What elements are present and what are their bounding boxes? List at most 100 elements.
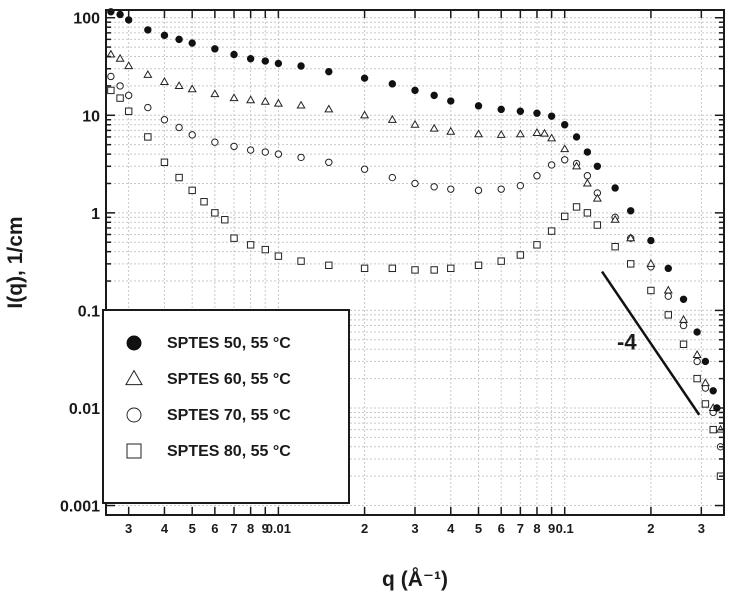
- data-point: [175, 173, 183, 182]
- data-point: [124, 107, 133, 115]
- data-point: [430, 183, 438, 191]
- slope-label: -4: [617, 330, 637, 355]
- data-point: [701, 357, 710, 366]
- data-point: [144, 103, 152, 112]
- x-axis-title: q (Å⁻¹): [382, 567, 448, 591]
- x-tick-label: 7: [517, 521, 524, 536]
- x-tick-label: 5: [189, 521, 196, 536]
- data-point: [430, 91, 438, 100]
- data-point: [211, 45, 219, 53]
- data-point: [663, 285, 673, 294]
- data-point: [297, 153, 305, 162]
- legend-label: SPTES 60, 55 °C: [167, 371, 291, 388]
- x-tick-label: 3: [698, 521, 705, 536]
- y-tick-label: 0.001: [60, 499, 100, 516]
- data-point: [116, 10, 124, 19]
- data-point: [572, 161, 582, 170]
- data-point: [473, 129, 484, 138]
- data-point: [115, 53, 125, 62]
- x-tick-label: 3: [411, 521, 418, 536]
- x-tick-label: 3: [125, 521, 132, 536]
- data-point: [143, 69, 153, 78]
- data-point: [497, 105, 505, 114]
- y-tick-label: 0.1: [78, 303, 100, 320]
- data-point: [646, 259, 656, 267]
- data-point: [533, 172, 541, 180]
- y-tick-label: 0.01: [69, 401, 100, 418]
- data-point: [583, 209, 592, 217]
- data-point: [611, 184, 619, 192]
- data-point: [221, 216, 229, 224]
- data-point: [647, 236, 655, 245]
- x-tick-label: 2: [647, 521, 654, 536]
- data-point: [274, 252, 283, 260]
- data-point: [678, 315, 689, 323]
- data-point: [626, 233, 636, 242]
- x-tick-label: 8: [533, 521, 540, 536]
- data-point: [447, 264, 455, 273]
- data-point: [709, 425, 717, 434]
- data-point: [160, 31, 169, 40]
- data-point: [211, 138, 219, 146]
- data-point: [360, 74, 369, 82]
- data-point: [561, 212, 569, 221]
- data-point: [187, 84, 197, 93]
- data-point: [411, 86, 419, 95]
- data-point: [515, 129, 525, 138]
- data-point: [230, 234, 238, 242]
- data-point: [229, 93, 239, 102]
- data-point: [388, 173, 397, 182]
- data-point: [547, 161, 556, 169]
- x-tick-label: 7: [230, 521, 237, 536]
- data-point: [411, 266, 419, 274]
- data-point: [446, 126, 456, 135]
- data-points: [106, 8, 726, 480]
- data-point: [611, 242, 619, 251]
- data-point: [160, 116, 169, 124]
- data-point: [246, 55, 255, 63]
- x-tick-label: 9: [262, 521, 269, 536]
- data-point: [593, 162, 602, 171]
- legend-marker: [126, 407, 142, 423]
- data-point: [664, 264, 672, 273]
- data-point: [211, 209, 219, 217]
- data-point: [700, 378, 710, 387]
- data-point: [274, 59, 283, 68]
- data-point: [360, 110, 370, 119]
- data-point: [411, 179, 419, 188]
- data-point: [547, 112, 556, 120]
- slope-line: [600, 270, 701, 416]
- data-point: [107, 72, 115, 81]
- data-point: [210, 89, 220, 98]
- data-point: [175, 35, 183, 44]
- data-point: [693, 357, 701, 366]
- x-tick-label: 4: [161, 521, 169, 536]
- x-tick-label: 6: [211, 521, 218, 536]
- data-point: [124, 61, 134, 70]
- data-point: [116, 82, 124, 90]
- data-point: [497, 257, 505, 265]
- data-point: [175, 123, 183, 132]
- legend-label: SPTES 70, 55 °C: [167, 407, 291, 424]
- data-point: [592, 193, 602, 202]
- data-point: [260, 96, 270, 105]
- legend-marker: [126, 335, 142, 351]
- data-point: [325, 67, 333, 76]
- data-point: [516, 181, 525, 190]
- data-point: [664, 311, 672, 319]
- y-axis-title: I(q), 1/cm: [4, 216, 27, 308]
- data-point: [325, 261, 333, 270]
- data-point: [539, 128, 550, 137]
- data-point: [561, 121, 569, 129]
- data-point: [430, 266, 438, 274]
- data-point: [692, 350, 702, 358]
- data-point: [261, 57, 269, 65]
- legend-marker: [126, 443, 142, 459]
- data-point: [274, 150, 283, 158]
- data-point: [230, 142, 238, 151]
- data-point: [324, 104, 334, 113]
- data-point: [360, 165, 369, 173]
- data-point: [261, 148, 269, 156]
- data-point: [474, 186, 483, 195]
